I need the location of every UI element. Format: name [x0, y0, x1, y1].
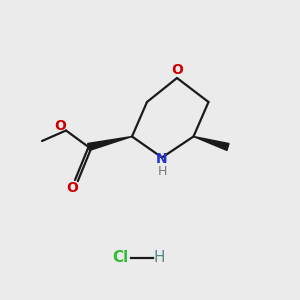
Text: O: O	[66, 182, 78, 195]
Text: H: H	[153, 250, 165, 266]
Text: N: N	[156, 152, 168, 166]
Polygon shape	[194, 136, 229, 150]
Polygon shape	[88, 136, 132, 151]
Text: H: H	[157, 165, 167, 178]
Text: O: O	[171, 63, 183, 76]
Text: O: O	[55, 119, 67, 133]
Text: Cl: Cl	[112, 250, 128, 266]
